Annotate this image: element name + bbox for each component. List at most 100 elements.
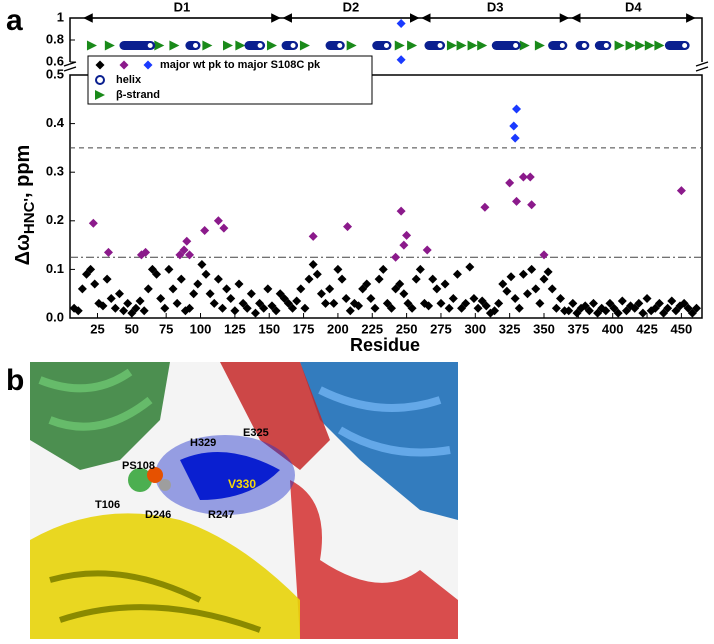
data-point [312, 269, 322, 279]
data-point [502, 286, 512, 296]
y-label-tail: , ppm [12, 145, 34, 198]
x-tick-label: 375 [567, 321, 589, 336]
data-point [547, 284, 557, 294]
data-point [222, 284, 232, 294]
data-point [551, 303, 561, 313]
data-point [103, 247, 113, 257]
helix-end [558, 42, 566, 49]
residue-label: R247 [208, 509, 234, 521]
data-point [514, 303, 524, 313]
data-point [263, 284, 273, 294]
y-label-sub: HNC' [21, 198, 38, 234]
data-point [531, 284, 541, 294]
x-tick-label: 450 [671, 321, 693, 336]
data-point [259, 303, 269, 313]
data-point [141, 247, 151, 257]
data-point [77, 284, 87, 294]
data-point [527, 264, 537, 274]
strand-marker [223, 40, 233, 51]
upper-frame [69, 17, 703, 62]
data-point [205, 289, 215, 299]
strand-marker [635, 40, 646, 51]
data-point [316, 289, 326, 299]
data-point [428, 274, 438, 284]
data-point [543, 267, 553, 277]
data-point [201, 269, 211, 279]
domain-label: D2 [343, 0, 360, 14]
x-tick-label: 400 [602, 321, 624, 336]
strand-marker [104, 40, 115, 51]
data-point [568, 298, 578, 308]
x-tick-label: 150 [258, 321, 280, 336]
x-tick-label: 325 [499, 321, 521, 336]
data-point [288, 303, 298, 313]
data-point [362, 279, 372, 289]
data-point [366, 294, 376, 304]
data-point [143, 284, 153, 294]
panel-label: b [6, 364, 24, 397]
data-point [325, 284, 335, 294]
helix-end [336, 42, 344, 49]
data-point [411, 274, 421, 284]
x-axis-label: Residue [350, 335, 420, 355]
strand-marker [644, 40, 655, 51]
data-point [321, 298, 331, 308]
helix-end [146, 42, 154, 49]
data-point [399, 289, 409, 299]
helix-end [382, 42, 390, 49]
data-point [135, 296, 145, 306]
data-point [498, 279, 508, 289]
data-point [535, 298, 545, 308]
data-point [613, 308, 623, 318]
x-tick-label: 350 [533, 321, 555, 336]
data-point [654, 298, 664, 308]
strand-marker [654, 40, 665, 51]
data-point [396, 55, 406, 65]
data-point [481, 301, 491, 311]
data-point [139, 306, 149, 316]
data-point [494, 298, 504, 308]
y-tick-label: 0.1 [46, 261, 64, 276]
data-point [213, 274, 223, 284]
data-point [518, 172, 528, 182]
legend-label: β-strand [116, 89, 160, 101]
domain-label: D4 [625, 0, 642, 14]
y-tick-label: 0.3 [46, 164, 64, 179]
data-point [512, 104, 522, 114]
data-point [588, 298, 598, 308]
data-point [374, 274, 384, 284]
data-point [242, 303, 252, 313]
data-point [386, 303, 396, 313]
data-point [518, 269, 528, 279]
data-point [564, 306, 574, 316]
data-point [156, 294, 166, 304]
helix-end [512, 42, 520, 49]
data-point [304, 274, 314, 284]
data-point [469, 294, 479, 304]
data-point [584, 306, 594, 316]
data-point [131, 303, 141, 313]
data-point [473, 303, 483, 313]
data-point [73, 306, 83, 316]
data-point [160, 303, 170, 313]
residue-label: PS108 [122, 460, 155, 472]
data-point [308, 260, 318, 270]
data-point [329, 298, 339, 308]
strand-marker [299, 40, 310, 51]
data-point [341, 294, 351, 304]
data-point [271, 306, 281, 316]
data-point [110, 303, 120, 313]
data-point [370, 303, 380, 313]
data-point [510, 133, 520, 143]
strand-marker [467, 40, 478, 51]
helix-end [580, 42, 588, 49]
data-point [164, 264, 174, 274]
x-tick-label: 100 [190, 321, 212, 336]
data-point [506, 272, 516, 282]
strand-marker [456, 40, 467, 51]
strand-marker [235, 40, 246, 51]
y-tick-label: 0.5 [46, 66, 64, 81]
data-point [176, 274, 186, 284]
data-point [667, 296, 677, 306]
data-point [509, 121, 519, 131]
